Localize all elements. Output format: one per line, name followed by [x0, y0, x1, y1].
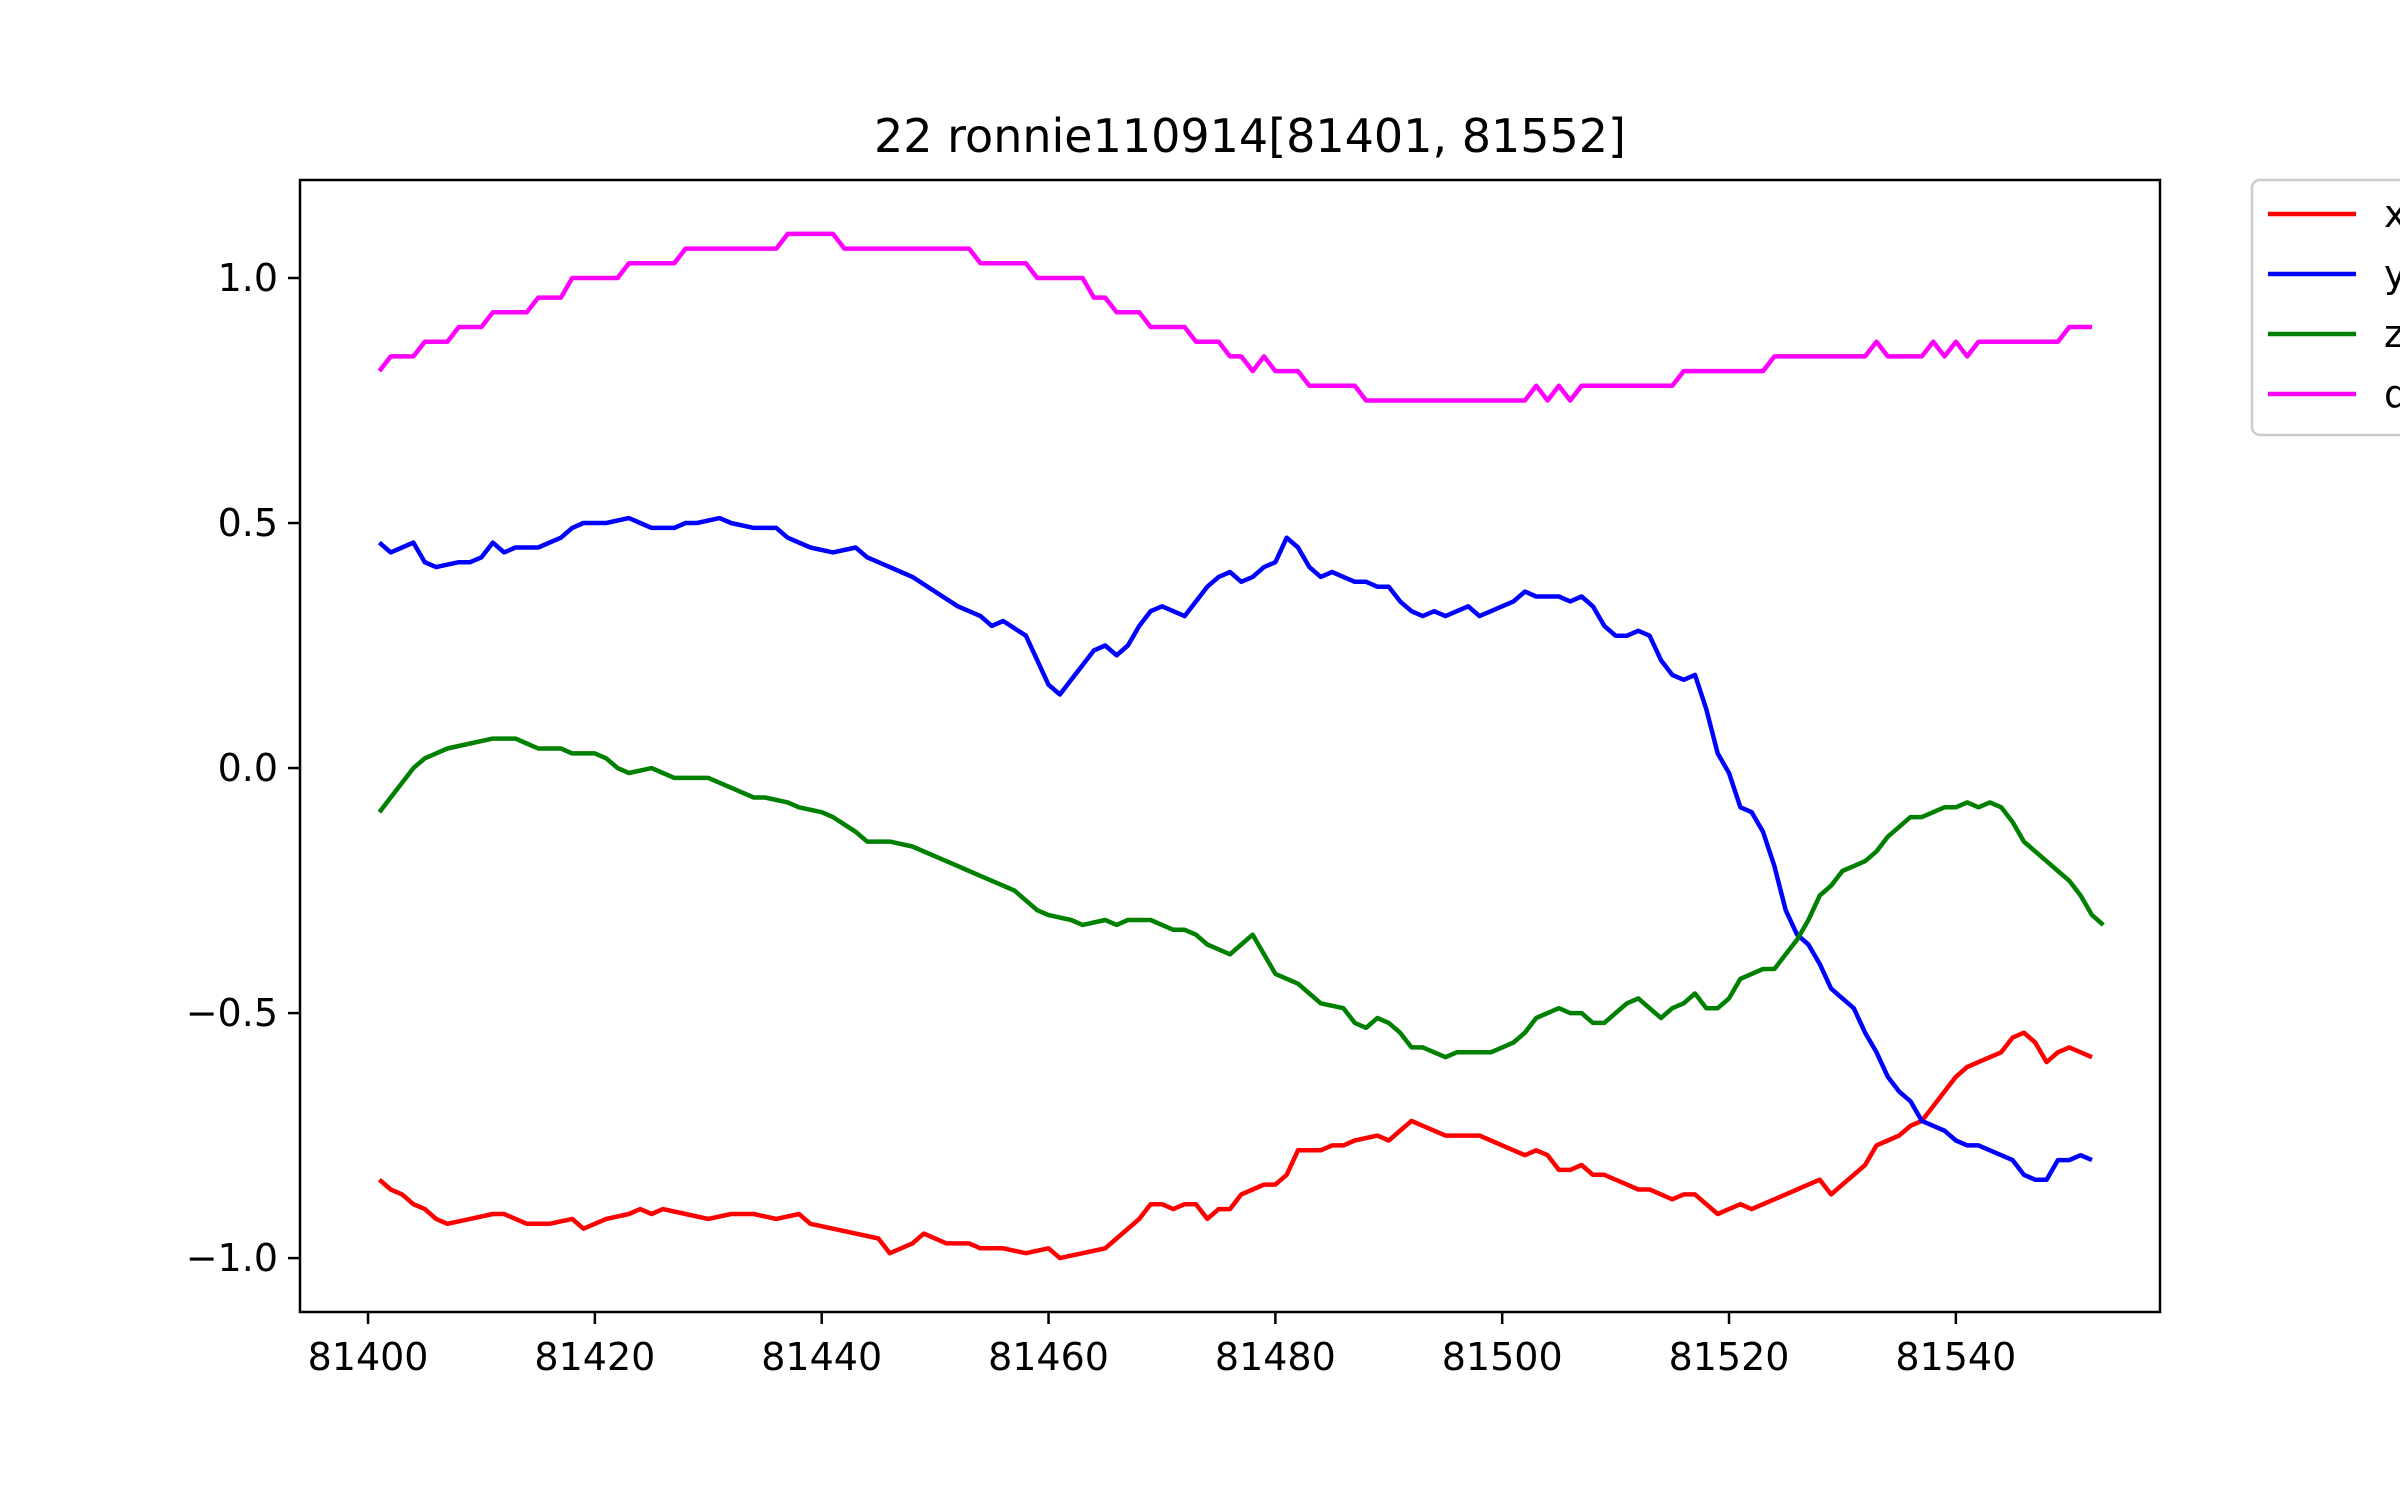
x-tick-label: 81480 [1215, 1335, 1336, 1379]
x-tick-label: 81420 [534, 1335, 655, 1379]
x-axis: 81400 81420 81440 81460 81480 81500 81520 81540 [308, 1312, 2016, 1379]
y-tick-label: 1.0 [218, 256, 278, 300]
series-line-d [377, 231, 2092, 403]
legend-label-y: y [2384, 252, 2400, 296]
y-tick-label: −0.5 [186, 991, 278, 1035]
legend-label-z: z [2384, 312, 2400, 356]
y-tick-label: −1.0 [186, 1236, 278, 1280]
y-axis: 1.0 0.5 0.0 −0.5 −1.0 [186, 256, 300, 1280]
legend-label-d: d [2384, 372, 2400, 416]
series-layer [377, 231, 2105, 1261]
x-tick-label: 81520 [1669, 1335, 1790, 1379]
y-tick-label: 0.5 [218, 501, 278, 545]
x-tick-label: 81440 [761, 1335, 882, 1379]
series-line-z [377, 736, 2105, 1060]
plot-area-frame [298, 178, 2162, 1314]
x-tick-label: 81540 [1895, 1335, 2016, 1379]
x-tick-label: 81400 [308, 1335, 429, 1379]
legend-box [2250, 178, 2400, 437]
y-tick-label: 0.0 [218, 746, 278, 790]
series-line-x [377, 1030, 2093, 1261]
x-tick-label: 81500 [1442, 1335, 1563, 1379]
series-line-y [377, 515, 2093, 1182]
x-tick-label: 81460 [988, 1335, 1109, 1379]
legend-label-x: x [2384, 192, 2400, 236]
chart-title: 22 ronnie110914[81401, 81552] [874, 109, 1626, 163]
